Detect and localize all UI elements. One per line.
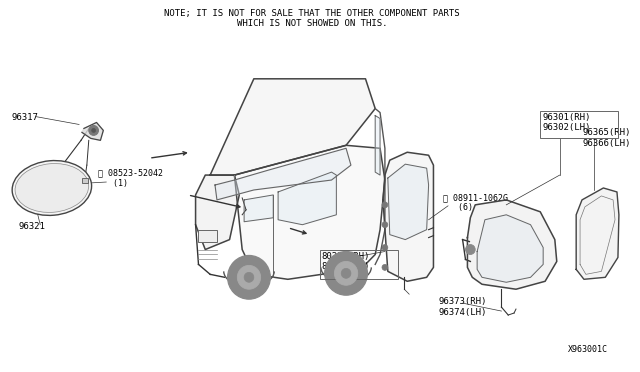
Text: X963001C: X963001C (568, 345, 608, 354)
Polygon shape (244, 195, 273, 222)
Circle shape (382, 244, 388, 250)
Circle shape (382, 222, 388, 228)
Polygon shape (234, 145, 385, 279)
Text: ⓝ 08911-1062G
   (6): ⓝ 08911-1062G (6) (443, 193, 508, 212)
Bar (198, 230, 217, 241)
Text: 80292(RH)
80293(LH): 80292(RH) 80293(LH) (322, 251, 370, 271)
Circle shape (335, 262, 358, 285)
Circle shape (465, 244, 476, 254)
Ellipse shape (12, 161, 92, 215)
Polygon shape (388, 164, 429, 240)
Bar (320, 250, 397, 279)
Circle shape (382, 202, 388, 208)
Polygon shape (576, 188, 619, 279)
Polygon shape (383, 152, 433, 281)
Polygon shape (215, 148, 351, 200)
Circle shape (341, 268, 351, 278)
Polygon shape (375, 116, 380, 175)
Bar (540, 110, 618, 138)
Polygon shape (477, 215, 543, 282)
Text: NOTE; IT IS NOT FOR SALE THAT THE OTHER COMPONENT PARTS: NOTE; IT IS NOT FOR SALE THAT THE OTHER … (164, 9, 460, 18)
Ellipse shape (15, 164, 89, 212)
Circle shape (244, 272, 254, 282)
Polygon shape (467, 200, 557, 289)
Text: 96301(RH)
96302(LH): 96301(RH) 96302(LH) (542, 113, 591, 132)
Circle shape (237, 265, 260, 289)
Polygon shape (82, 122, 103, 140)
Text: 96317: 96317 (11, 113, 38, 122)
Polygon shape (196, 175, 239, 250)
Polygon shape (278, 172, 337, 225)
Circle shape (324, 251, 367, 295)
Text: Ⓢ 08523-52042
   (1): Ⓢ 08523-52042 (1) (99, 168, 163, 187)
Circle shape (228, 256, 270, 299)
Circle shape (89, 125, 99, 135)
Text: WHICH IS NOT SHOWED ON THIS.: WHICH IS NOT SHOWED ON THIS. (237, 19, 387, 28)
Circle shape (382, 264, 388, 270)
Text: 96365(RH)
96366(LH): 96365(RH) 96366(LH) (582, 128, 630, 148)
Text: 96373(RH)
96374(LH): 96373(RH) 96374(LH) (438, 297, 486, 317)
Polygon shape (210, 79, 375, 175)
Circle shape (92, 128, 95, 132)
Bar (82, 178, 88, 183)
Text: 96321: 96321 (19, 222, 45, 231)
